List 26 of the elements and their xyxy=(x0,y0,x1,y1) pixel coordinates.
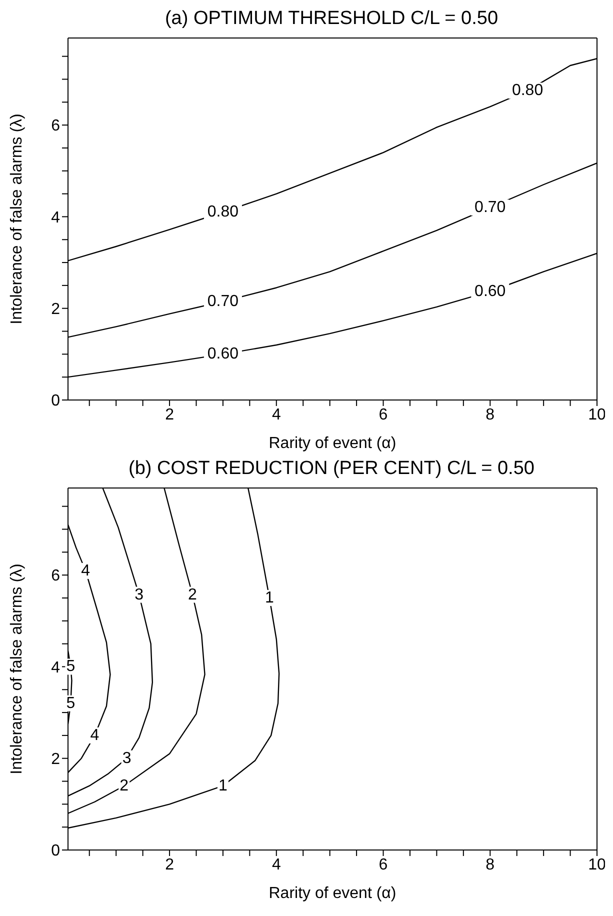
x-tick-label: 6 xyxy=(378,406,388,424)
x-tick-label: 2 xyxy=(165,856,174,874)
y-tick-label: 2 xyxy=(51,751,60,768)
x-tick-label: 6 xyxy=(378,856,388,874)
y-tick-label: 6 xyxy=(51,568,60,585)
y-tick-label: 2 xyxy=(51,301,60,318)
chart-title: (a) OPTIMUM THRESHOLD C/L = 0.50 xyxy=(164,8,500,31)
y-tick-label: 0 xyxy=(51,392,60,410)
x-axis-title: Rarity of event (α) xyxy=(268,885,396,902)
y-tick-label: 4 xyxy=(51,209,60,226)
y-tick-label: 6 xyxy=(51,118,60,135)
x-tick-label: 8 xyxy=(486,406,495,424)
y-axis-title: Intolerance of false alarms (λ) xyxy=(8,564,26,774)
chart-title: (b) COST REDUCTION (PER CENT) C/L = 0.50 xyxy=(128,458,536,481)
text: 0.80 xyxy=(512,82,544,100)
x-tick-label: 4 xyxy=(272,406,281,424)
x-axis-title: Rarity of event (α) xyxy=(268,435,396,452)
x-tick-label: 10 xyxy=(588,406,606,424)
x-tick-label: 4 xyxy=(272,856,281,874)
y-tick-label: 4 xyxy=(51,659,60,676)
y-tick-label: 0 xyxy=(51,842,60,860)
x-tick-label: 10 xyxy=(588,856,606,874)
y-axis-title: Intolerance of false alarms (λ) xyxy=(8,114,26,324)
series-label: 0.60 xyxy=(207,346,239,363)
x-tick-label: 2 xyxy=(165,406,174,424)
x-tick-label: 8 xyxy=(486,856,495,874)
